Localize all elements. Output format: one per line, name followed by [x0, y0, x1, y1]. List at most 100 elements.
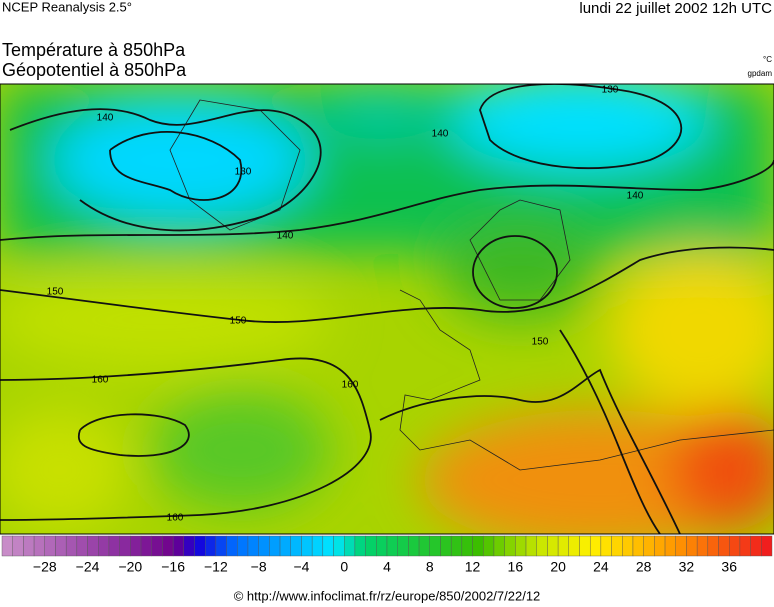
contour-label: 150: [532, 337, 549, 348]
colorbar-label: −8: [251, 559, 267, 575]
colorbar-swatch: [686, 535, 698, 557]
contour: [77, 413, 190, 457]
colorbar-swatch: [76, 535, 88, 557]
coastline: [469, 199, 571, 301]
colorbar-swatch: [269, 535, 281, 557]
colorbar-label: 8: [426, 559, 434, 575]
unit-temperature: °C: [763, 55, 772, 64]
colorbar-swatch: [65, 535, 78, 557]
colorbar-label: 12: [465, 559, 481, 575]
colorbar-swatch: [215, 535, 227, 557]
colorbar-swatch: [568, 535, 580, 557]
colorbar-label: −4: [293, 559, 309, 575]
colorbar-swatch: [247, 535, 259, 557]
colorbar-swatch: [493, 535, 505, 557]
colorbar-swatch: [536, 535, 548, 557]
colorbar-swatch: [44, 535, 56, 557]
colorbar-swatch: [440, 535, 452, 557]
contour-label: 140: [432, 129, 449, 140]
contour: [9, 108, 322, 232]
colorbar-label: 32: [679, 559, 695, 575]
colorbar-swatch: [632, 535, 644, 557]
colorbar-swatch: [547, 535, 559, 557]
colorbar-label: 4: [383, 559, 391, 575]
colorbar-swatch: [429, 535, 441, 557]
contour-label: 160: [167, 513, 184, 524]
colorbar-swatch: [12, 535, 24, 557]
contour-label: 160: [342, 380, 359, 391]
colorbar-swatch: [354, 535, 366, 557]
colorbar-swatch: [654, 535, 666, 557]
contour: [559, 329, 661, 534]
contour-label: 150: [230, 316, 247, 327]
contour-label: 150: [47, 287, 64, 298]
colorbar-swatch: [1, 535, 13, 557]
colorbar-swatch: [600, 535, 612, 557]
contour-label: 140: [277, 231, 294, 242]
contour: [0, 246, 774, 323]
colorbar-swatch: [450, 535, 463, 557]
colorbar-swatch: [322, 535, 334, 557]
colorbar-label: 36: [721, 559, 737, 575]
colorbar-swatch: [237, 535, 249, 557]
colorbar-swatch: [172, 535, 185, 557]
colorbar-label: −24: [76, 559, 100, 575]
colorbar-swatch: [515, 535, 527, 557]
colorbar-swatch: [33, 535, 45, 557]
contour: [479, 84, 682, 170]
title-line2: Géopotentiel à 850hPa: [2, 60, 187, 80]
title-line1: Température à 850hPa: [2, 40, 186, 60]
colorbar-swatch: [397, 535, 409, 557]
colorbar-label: −12: [204, 559, 228, 575]
colorbar-swatch: [258, 535, 270, 557]
colorbar-swatch: [344, 535, 356, 557]
coastline: [399, 289, 774, 471]
colorbar-swatch: [675, 535, 687, 557]
colorbar-swatch: [739, 535, 751, 557]
colorbar-swatch: [557, 535, 570, 557]
colorbar-swatch: [226, 535, 238, 557]
colorbar-label: 24: [593, 559, 609, 575]
colorbar-swatch: [386, 535, 398, 557]
contour-label: 140: [97, 113, 114, 124]
colorbar-swatch: [55, 535, 67, 557]
colorbar-swatch: [461, 535, 473, 557]
footer-credit: © http://www.infoclimat.fr/rz/europe/850…: [234, 588, 541, 603]
colorbar-swatch: [151, 535, 163, 557]
unit-geopotential: gpdam: [748, 69, 773, 78]
colorbar-swatch: [525, 535, 537, 557]
colorbar-label: 0: [340, 559, 348, 575]
colorbar-swatch: [589, 535, 602, 557]
contour: [472, 235, 558, 309]
colorbar-swatch: [87, 535, 99, 557]
colorbar-swatch: [761, 535, 773, 557]
source: NCEP Reanalysis 2.5°: [2, 0, 132, 14]
colorbar-swatch: [140, 535, 152, 557]
colorbar-swatch: [729, 535, 741, 557]
date: lundi 22 juillet 2002 12h UTC: [579, 0, 772, 17]
contour-label: 130: [235, 167, 252, 178]
colorbar-swatch: [162, 535, 174, 557]
colorbar-swatch: [183, 535, 195, 557]
colorbar-swatch: [408, 535, 420, 557]
colorbar-swatch: [622, 535, 634, 557]
colorbar-swatch: [418, 535, 430, 557]
contour-label: 140: [627, 191, 644, 202]
colorbar-swatch: [365, 535, 377, 557]
colorbar-swatch: [472, 535, 484, 557]
colorbar-swatch: [504, 535, 516, 557]
colorbar-swatch: [376, 535, 388, 557]
coastline: [169, 99, 301, 231]
colorbar-swatch: [333, 535, 345, 557]
colorbar-swatch: [483, 535, 495, 557]
colorbar-label: −20: [118, 559, 142, 575]
colorbar-swatch: [664, 535, 676, 557]
colorbar-label: 20: [550, 559, 566, 575]
colorbar-swatch: [279, 535, 291, 557]
colorbar-swatch: [750, 535, 762, 557]
map: 140 130 140 140 150 150 160 160 150 160 140 130: [0, 84, 774, 534]
colorbar-label: 16: [508, 559, 524, 575]
colorbar-swatch: [23, 535, 35, 557]
colorbar-swatch: [204, 535, 217, 557]
